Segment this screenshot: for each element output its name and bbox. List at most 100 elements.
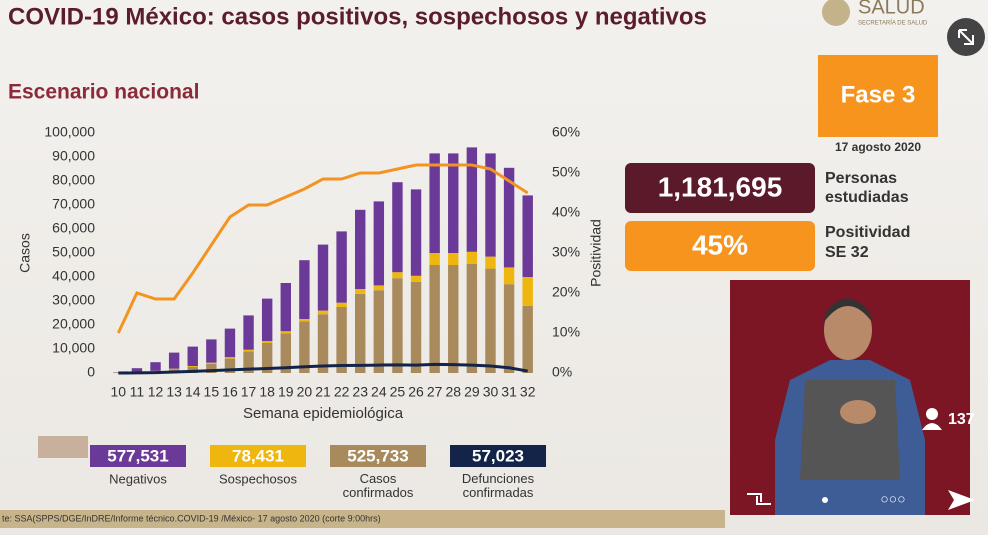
bar-segment: [522, 195, 533, 277]
x-tick-label: 10: [111, 384, 127, 400]
bar-segment: [317, 314, 329, 373]
line: [118, 362, 528, 375]
y-tick-label: 60,000: [52, 220, 95, 236]
legend-total: 57,023: [472, 446, 524, 465]
bar-segment: [410, 281, 422, 373]
bar-segment: [243, 315, 254, 350]
send-button[interactable]: [948, 490, 975, 510]
legend-label: Negativos: [109, 471, 167, 486]
bar-segment: [355, 289, 366, 294]
y2-tick-label: 20%: [552, 284, 580, 300]
legend-swatch: [330, 445, 426, 467]
y-tick-label: 80,000: [52, 172, 95, 188]
x-tick-label: 20: [297, 384, 313, 400]
bar-segment: [168, 352, 180, 369]
legend-swatch: [90, 445, 186, 467]
speaker-hands: [840, 400, 876, 424]
y2-tick-label: 10%: [552, 324, 580, 340]
y2-tick-label: 50%: [552, 164, 580, 180]
y-tick-label: 20,000: [52, 316, 95, 332]
bar-segment: [261, 298, 273, 342]
mural-icon: [38, 436, 88, 458]
y-tick-label: 100,000: [44, 124, 95, 140]
bar-segment: [503, 167, 515, 268]
date: 17 agosto 2020: [835, 140, 921, 154]
viewer-icon: [922, 423, 942, 430]
x-tick-label: 11: [130, 384, 145, 400]
y2-tick-label: 40%: [552, 204, 580, 220]
logo-emblem: [822, 0, 850, 26]
x-tick-label: 31: [501, 384, 517, 400]
x-tick-label: 12: [148, 384, 164, 400]
bar-segment: [280, 283, 291, 332]
y-tick-label: 30,000: [52, 292, 95, 308]
bar-segment: [187, 366, 198, 367]
bar-segment: [485, 256, 496, 269]
y-axis-label: Casos: [17, 233, 33, 273]
bar-segment: [392, 278, 403, 373]
bar-segment: [466, 251, 478, 264]
bar-segment: [429, 265, 440, 373]
phase-box: [818, 55, 938, 137]
bar-segment: [410, 189, 422, 276]
bar-segment: [410, 275, 422, 282]
share-button[interactable]: [822, 497, 828, 503]
legend-swatch: [450, 445, 546, 467]
legend-swatch: [210, 445, 306, 467]
x-tick-label: 25: [390, 384, 406, 400]
speaker-head: [824, 300, 872, 360]
bar-segment: [336, 307, 347, 373]
positivity-box: [625, 221, 815, 271]
subtitle: Escenario nacional: [8, 81, 199, 104]
bar-segment: [336, 231, 347, 303]
bar-segment: [522, 305, 533, 373]
bar-segment: [448, 153, 459, 253]
x-tick-label: 30: [483, 384, 499, 400]
x-tick-label: 24: [371, 384, 387, 400]
footer-bar: [0, 510, 725, 528]
minimize-icon: [958, 29, 974, 45]
more-button[interactable]: ○○○: [880, 491, 905, 507]
bar-segment: [373, 290, 385, 373]
bar-segment: [503, 284, 515, 373]
bar-segment: [206, 362, 217, 364]
x-tick-label: 14: [185, 384, 201, 400]
bar-segment: [485, 268, 496, 373]
x-axis-label: Semana epidemiológica: [243, 405, 404, 422]
x-tick-label: 22: [334, 384, 350, 400]
y-tick-label: 40,000: [52, 268, 95, 284]
bar-segment: [280, 333, 291, 373]
bar-segment: [150, 362, 161, 371]
legend-label: Sospechosos: [219, 471, 298, 486]
x-tick-label: 27: [427, 384, 443, 400]
repost-button[interactable]: [747, 493, 771, 505]
bar-segment: [503, 267, 515, 285]
y2-axis-label: Positividad: [588, 219, 604, 287]
speaker-vest: [800, 380, 900, 480]
bar-segment: [206, 339, 217, 363]
bar-segment: [261, 341, 273, 343]
x-tick-label: 32: [520, 384, 536, 400]
bar-segment: [392, 272, 403, 279]
bar-segment: [261, 343, 273, 373]
y-tick-label: 90,000: [52, 148, 95, 164]
bar-segment: [466, 263, 478, 373]
legend-label: Casos confirmados: [343, 471, 414, 500]
bar-segment: [355, 293, 366, 373]
x-tick-label: 19: [278, 384, 294, 400]
bar-segment: [317, 244, 329, 311]
bar-segment: [224, 357, 236, 359]
bar-segment: [429, 253, 440, 265]
bar-segment: [206, 363, 217, 373]
y-tick-label: 50,000: [52, 244, 95, 260]
bar-segment: [429, 153, 440, 253]
x-tick-label: 29: [464, 384, 480, 400]
phase: Fase 3: [841, 81, 916, 108]
y2-tick-label: 60%: [552, 124, 580, 140]
bar-segment: [355, 209, 366, 289]
bar-segment: [280, 331, 291, 334]
bar-segment: [448, 265, 459, 373]
positivity-label: Positividad: [825, 224, 910, 241]
